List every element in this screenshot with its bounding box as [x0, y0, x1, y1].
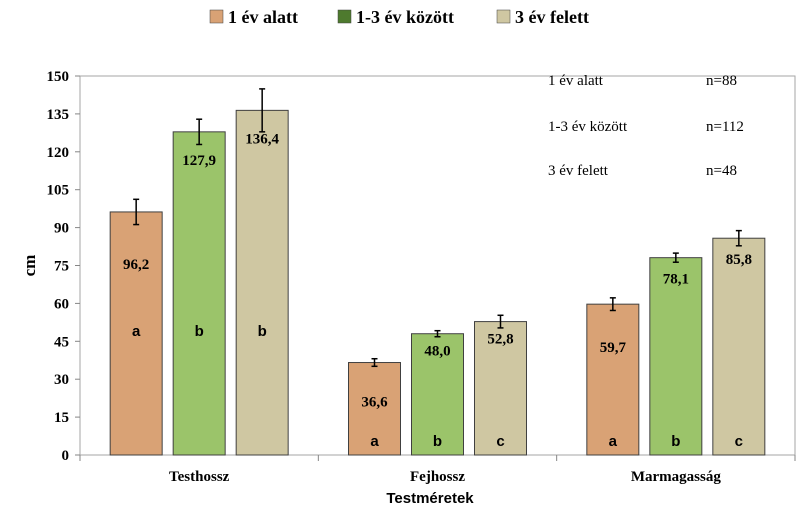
y-tick-label: 15 [54, 410, 69, 426]
annotation-n: n=112 [706, 119, 744, 135]
y-tick-label: 135 [47, 107, 70, 123]
annotation-label: 1 év alatt [548, 73, 604, 89]
legend-swatch [337, 9, 352, 24]
y-tick-label: 90 [54, 221, 69, 237]
data-label: 59,7 [600, 340, 627, 356]
bar-3-2 [474, 321, 527, 456]
bar-3-1 [235, 109, 289, 456]
y-tick-label: 120 [47, 145, 70, 161]
y-tick-label: 0 [62, 448, 70, 464]
data-label: 52,8 [487, 332, 513, 348]
y-tick-label: 60 [54, 296, 69, 312]
x-tick-label: Marmagasság [631, 469, 721, 485]
y-tick-label: 105 [47, 183, 70, 199]
legend-swatch [496, 9, 511, 24]
significance-letter: a [370, 433, 379, 450]
bar-3-3 [712, 237, 766, 456]
data-label: 78,1 [663, 272, 689, 288]
annotation-label: 3 év felett [548, 163, 609, 179]
y-axis-title: cm [20, 255, 39, 277]
y-tick-label: 75 [54, 259, 69, 275]
bar-1-2 [348, 362, 401, 456]
y-tick-label: 150 [47, 69, 70, 85]
legend-label: 3 év felett [515, 7, 589, 27]
bar-2-1 [172, 131, 226, 456]
x-axis-title: Testméretek [386, 490, 474, 507]
y-tick-label: 30 [54, 372, 69, 388]
bar-2-3 [649, 257, 703, 456]
x-tick-label: Fejhossz [410, 469, 465, 485]
x-tick-label: Testhossz [169, 469, 230, 485]
legend-label: 1 év alatt [228, 7, 298, 27]
annotation-n: n=88 [706, 73, 737, 89]
annotation-n: n=48 [706, 163, 737, 179]
data-label: 96,2 [123, 257, 149, 273]
bar-1-3 [586, 303, 640, 456]
data-label: 48,0 [424, 344, 450, 360]
legend-swatch [209, 9, 224, 24]
data-label: 85,8 [726, 252, 752, 268]
legend-label: 1-3 év között [356, 7, 454, 27]
significance-letter: c [496, 433, 504, 450]
significance-letter: c [735, 433, 743, 450]
y-tick-label: 45 [54, 334, 69, 350]
bar-2-2 [411, 333, 464, 456]
significance-letter: b [433, 433, 442, 450]
bar-1-1 [109, 211, 163, 456]
significance-letter: b [195, 323, 204, 340]
annotation-label: 1-3 év között [548, 119, 628, 135]
data-label: 136,4 [245, 131, 279, 147]
data-label: 127,9 [182, 153, 216, 169]
significance-letter: a [609, 433, 618, 450]
data-label: 36,6 [361, 395, 388, 411]
significance-letter: b [671, 433, 680, 450]
significance-letter: b [258, 323, 267, 340]
significance-letter: a [132, 323, 141, 340]
